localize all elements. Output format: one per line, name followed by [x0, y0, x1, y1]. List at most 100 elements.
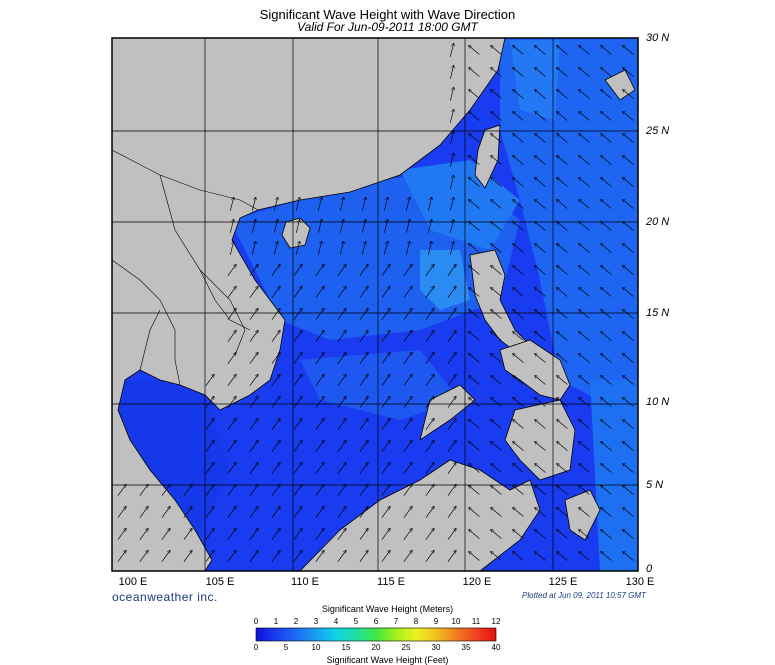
wave-direction-arrow: [535, 376, 546, 385]
wave-direction-arrow: [337, 484, 346, 496]
wave-direction-arrow: [491, 332, 502, 341]
wave-direction-arrow: [205, 440, 214, 452]
wave-direction-arrow: [557, 464, 568, 473]
wave-direction-arrow: [469, 68, 480, 77]
lon-label-100e: 100 E: [118, 576, 148, 588]
wave-direction-arrow: [491, 552, 502, 561]
wave-direction-arrow: [601, 46, 612, 55]
wave-direction-arrow: [447, 550, 456, 562]
wave-direction-arrow: [491, 46, 502, 55]
wave-direction-arrow: [469, 530, 480, 539]
wave-direction-arrow: [557, 354, 568, 363]
wave-direction-arrow: [403, 550, 412, 562]
colorbar-meters-tick: 5: [353, 617, 359, 626]
wave-direction-arrow: [579, 112, 590, 121]
colorbar-title-meters: Significant Wave Height (Meters): [321, 604, 454, 614]
lat-label-25n: 25 N: [646, 125, 670, 137]
lat-label-5n: 5 N: [646, 479, 664, 491]
wave-direction-arrow: [205, 528, 214, 540]
wave-direction-arrow: [601, 112, 612, 121]
wave-direction-arrow: [557, 134, 568, 143]
wave-direction-arrow: [425, 440, 434, 452]
wave-direction-arrow: [579, 442, 590, 451]
wave-direction-arrow: [271, 374, 280, 386]
wave-direction-arrow: [535, 68, 546, 77]
wave-direction-arrow: [447, 396, 456, 408]
map-title: Significant Wave Height with Wave Direct…: [259, 7, 516, 22]
wave-direction-arrow: [557, 156, 568, 165]
wave-direction-arrow: [601, 68, 612, 77]
colorbar-meters-tick: 9: [433, 617, 439, 626]
wave-direction-arrow: [139, 528, 148, 540]
wave-direction-arrow: [339, 197, 343, 211]
colorbar-meters-tick: 12: [491, 617, 501, 626]
lon-label-105e: 105 E: [205, 576, 235, 588]
wave-direction-arrow: [227, 528, 236, 540]
wave-direction-arrow: [249, 396, 258, 408]
wave-direction-arrow: [183, 550, 192, 562]
wave-direction-arrow: [381, 352, 390, 364]
wave-direction-arrow: [623, 464, 634, 473]
wave-direction-arrow: [623, 508, 634, 517]
wave-direction-arrow: [491, 486, 502, 495]
wave-direction-arrow: [205, 506, 214, 518]
wave-direction-arrow: [183, 506, 192, 518]
wave-direction-arrow: [601, 530, 612, 539]
wave-direction-arrow: [337, 528, 346, 540]
borders: [112, 149, 259, 386]
wave-direction-arrow: [227, 330, 236, 342]
wave-direction-arrow: [535, 156, 546, 165]
wave-direction-arrow: [381, 308, 390, 320]
wave-direction-arrow: [271, 440, 280, 452]
wave-direction-arrow: [535, 530, 546, 539]
wave-direction-arrow: [273, 197, 277, 211]
wave-direction-arrow: [403, 506, 412, 518]
wave-direction-arrow: [271, 506, 280, 518]
colorbar-meters-tick: 4: [333, 617, 339, 626]
wave-direction-arrow: [623, 530, 634, 539]
wave-direction-arrow: [535, 134, 546, 143]
wave-direction-arrow: [249, 418, 258, 430]
wave-direction-arrow: [337, 352, 346, 364]
wave-direction-arrow: [359, 418, 368, 430]
wave-direction-arrow: [359, 330, 368, 342]
wave-direction-arrow: [513, 398, 524, 407]
wave-direction-arrow: [425, 264, 434, 276]
wave-direction-arrow: [227, 264, 236, 276]
lon-label-120e: 120 E: [462, 576, 492, 588]
colorbar-meters-tick: 7: [393, 617, 399, 626]
wave-direction-arrow: [227, 418, 236, 430]
wave-direction-arrow: [491, 244, 502, 253]
wave-direction-arrow: [513, 486, 524, 495]
wave-direction-arrow: [447, 418, 456, 430]
wave-direction-arrow: [381, 440, 390, 452]
wave-direction-arrow: [513, 222, 524, 231]
wave-direction-arrow: [469, 134, 480, 143]
mainland-asia: [112, 38, 506, 571]
wave-direction-arrow: [293, 506, 302, 518]
wave-direction-arrow: [491, 222, 502, 231]
wave-direction-arrow: [601, 222, 612, 231]
wave-direction-arrow: [315, 418, 324, 430]
wave-direction-arrow: [315, 506, 324, 518]
colorbar-meters-tick: 6: [373, 617, 379, 626]
wave-direction-arrow: [535, 398, 546, 407]
wave-direction-arrow: [601, 464, 612, 473]
wave-direction-arrow: [469, 156, 480, 165]
wave-direction-arrow: [339, 219, 343, 233]
wave-direction-arrow: [381, 528, 390, 540]
wave-direction-arrow: [601, 244, 612, 253]
wave-direction-arrow: [359, 484, 368, 496]
wave-direction-arrow: [513, 178, 524, 187]
wave-direction-arrow: [535, 552, 546, 561]
hainan-island: [281, 217, 311, 249]
wave-direction-arrow: [315, 352, 324, 364]
colorbar-feet-tick: 20: [371, 643, 381, 652]
wave-direction-arrow: [249, 550, 258, 562]
wave-direction-arrow: [229, 219, 233, 233]
wave-direction-arrow: [405, 241, 409, 255]
wave-direction-arrow: [557, 310, 568, 319]
wave-direction-arrow: [403, 528, 412, 540]
wave-direction-arrow: [315, 462, 324, 474]
wave-direction-arrow: [623, 420, 634, 429]
